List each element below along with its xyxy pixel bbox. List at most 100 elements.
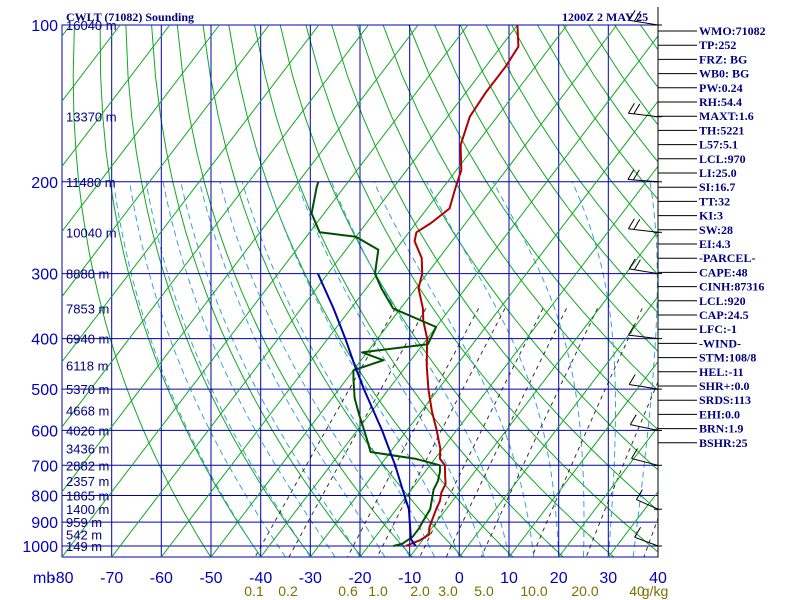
moist-adiabat: [632, 181, 658, 557]
skewed-isotherms: [62, 25, 658, 557]
wind-barb-flag: [628, 374, 636, 385]
pressure-tick-label: 200: [31, 175, 58, 192]
temperature-tick-label: 20: [550, 570, 568, 587]
stability-index: TT:32: [699, 194, 730, 208]
mixing-ratio-label: 20.0: [571, 583, 598, 599]
stability-index: WB0: BG: [699, 67, 749, 81]
wind-barb-flag: [632, 169, 640, 181]
temperature-trace: [405, 24, 520, 547]
dry-adiabat: [459, 25, 658, 314]
mixing-ratio-label: 5.0: [474, 583, 494, 599]
wind-barb-flag: [627, 218, 635, 230]
height-label: 8880 m: [66, 267, 109, 282]
stability-index: SW:28: [699, 223, 733, 237]
stability-index: STM:108/8: [699, 351, 756, 365]
wind-barb-flag: [628, 10, 636, 21]
moist-adiabat: [331, 181, 510, 557]
dry-adiabat: [202, 25, 463, 557]
pressure-tick-label: 500: [31, 382, 58, 399]
temperature-axis-labels: -80 -70 -60 -50 -40 -30 -20 -10 0 10 20 30 40: [50, 570, 667, 587]
wind-barb: [629, 19, 659, 26]
dry-adiabat: [254, 25, 564, 557]
moist-adiabat: [113, 181, 262, 557]
wind-profile: [627, 7, 662, 557]
wind-barb-flag: [627, 169, 635, 180]
stability-index: L57:5.1: [699, 138, 738, 152]
pressure-tick-label: 800: [31, 489, 58, 506]
isotherm-line: [62, 25, 469, 557]
wind-barb-flag: [627, 324, 635, 336]
moist-adiabat: [219, 181, 411, 557]
dry-adiabat: [485, 25, 658, 276]
temperature-tick-label: -30: [299, 570, 322, 587]
pressure-axis-labels: 100 200 300 400 500 600 700 800 900 1000: [22, 18, 58, 556]
isotherm-line: [62, 25, 270, 298]
wind-barb: [628, 112, 659, 118]
mixing-ratio-label: 0.1: [244, 583, 264, 599]
mixing-ratio-label: 1.0: [368, 583, 388, 599]
height-label: 2357 m: [66, 474, 109, 489]
mixing-ratio-label: 2.0: [410, 583, 430, 599]
mixing-ratio-label: g/kg: [642, 583, 668, 599]
isotherm-line: [309, 100, 658, 557]
dry-adiabat: [176, 25, 413, 557]
stability-index: SRDS:113: [699, 393, 751, 407]
wind-barb: [628, 228, 659, 233]
wind-barb: [634, 536, 659, 547]
stability-index: WMO:71082: [699, 24, 766, 38]
moist-adiabat: [199, 181, 386, 557]
isotherm-line: [62, 25, 171, 168]
moist-adiabat: [426, 181, 560, 557]
moist-adiabats: [113, 181, 658, 557]
isotherm-line: [62, 25, 320, 363]
sounding-traces: [310, 24, 520, 547]
stability-index: LI:25.0: [699, 166, 737, 180]
dry-adiabat: [151, 25, 363, 557]
stability-index: EI:4.3: [699, 237, 731, 251]
wind-barb: [628, 334, 659, 340]
isotherm-line: [359, 165, 658, 557]
dewpoint-trace: [310, 181, 441, 547]
chart-title: CWLT (71082) Sounding: [66, 10, 194, 24]
wind-barb-flag: [633, 259, 641, 270]
height-label: 3436 m: [66, 442, 109, 457]
wind-barb-flag: [633, 103, 641, 115]
pressure-axis-label: mb: [33, 570, 55, 587]
stability-index: CINH:87316: [699, 280, 764, 294]
dry-adiabat: [305, 25, 658, 553]
height-label: 5370 m: [66, 382, 109, 397]
stability-index: HEL:-11: [699, 365, 744, 379]
height-label: 6940 m: [66, 332, 109, 347]
moist-adiabat: [266, 181, 460, 557]
mixing-ratio-line: [480, 308, 598, 557]
isotherm-line: [62, 25, 369, 428]
height-label: 2882 m: [66, 458, 109, 473]
isotherm-line: [508, 360, 658, 557]
height-label: 959 m: [66, 515, 102, 530]
moist-adiabat: [296, 181, 485, 557]
wind-barb: [629, 384, 659, 390]
temperature-tick-label: -50: [199, 570, 222, 587]
stability-index: -PARCEL-: [699, 251, 755, 265]
mixing-ratio-line: [445, 308, 567, 557]
stability-index: LCL:920: [699, 294, 746, 308]
mixing-ratio-label: 0.6: [338, 583, 358, 599]
wind-barb-flag: [628, 258, 636, 270]
pressure-temperature-grid: [61, 24, 659, 558]
stability-index: BRN:1.9: [699, 422, 743, 436]
temperature-tick-label: 0: [455, 570, 464, 587]
stability-index: LCL:970: [699, 152, 746, 166]
isotherm-line: [62, 25, 220, 233]
mixing-ratio-line: [419, 308, 544, 557]
mixing-ratio-label: 3.0: [438, 583, 458, 599]
height-label: 4668 m: [66, 404, 109, 419]
stability-index: MAXT:1.6: [699, 109, 754, 123]
wind-barb-flag: [634, 526, 642, 538]
temperature-tick-label: -60: [150, 570, 173, 587]
wind-barb-flag: [633, 10, 641, 22]
wind-barb-flag: [629, 414, 637, 425]
height-label: 1400 m: [66, 502, 109, 517]
stability-index: PW:0.24: [699, 81, 743, 95]
isotherm-line: [558, 425, 658, 557]
